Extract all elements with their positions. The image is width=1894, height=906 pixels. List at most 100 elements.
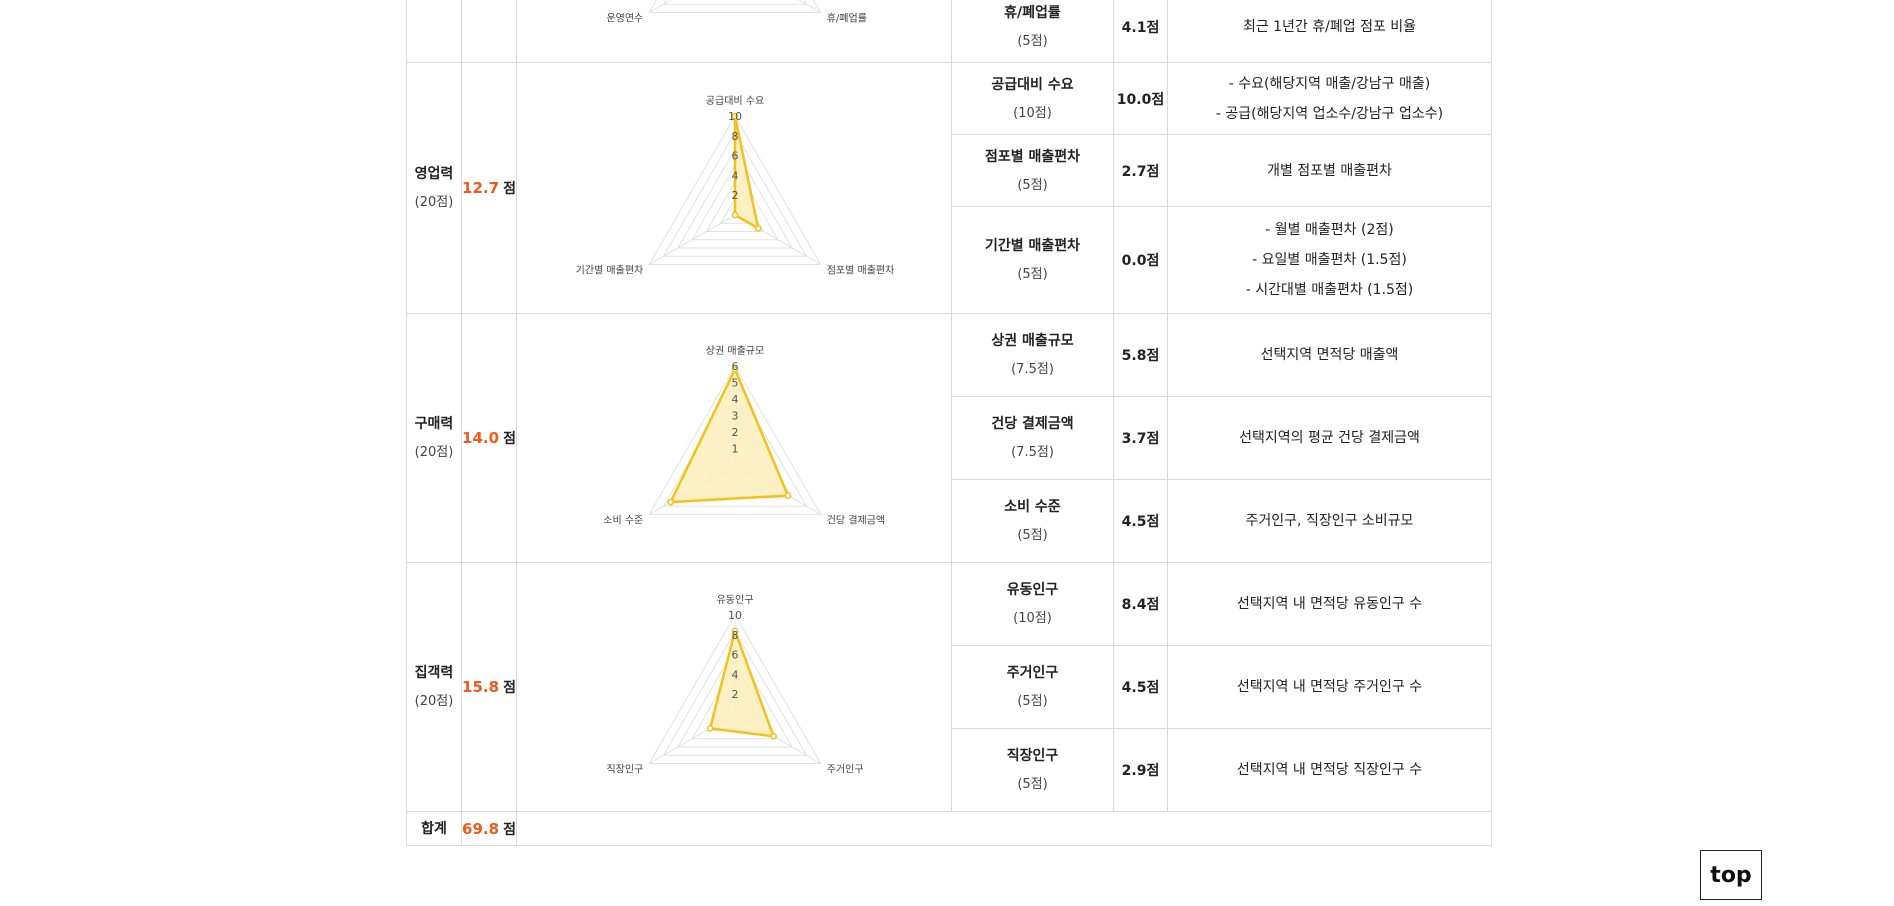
radar-axis-label: 기간별 매출편차 xyxy=(576,265,644,277)
radar-tick-label: 8 xyxy=(732,629,739,642)
item-name-cell: 기간별 매출편차 (5점) xyxy=(951,206,1114,314)
total-label: 합계 xyxy=(406,811,462,846)
score-row: 기간별 매출편차 (5점) 0.0점 - 월별 매출편차 (2점) - 요일별 매출편차… xyxy=(407,206,1492,314)
item-score: 8.4점 xyxy=(1113,562,1168,646)
item-description: 개별 점포별 매출편차 xyxy=(1167,134,1492,207)
radar-tick-label: 10 xyxy=(728,609,742,622)
radar-point xyxy=(706,725,714,732)
radar-grid-ring xyxy=(662,630,808,756)
radar-tick-label: 8 xyxy=(732,130,739,143)
radar-axis-label: 점포별 매출편차 xyxy=(827,265,895,277)
item-description-line: 선택지역 내 면적당 직장인구 수 xyxy=(1236,762,1423,778)
radar-point xyxy=(667,498,675,506)
item-name: 상권 매출규모 xyxy=(991,333,1074,349)
item-name-cell: 점포별 매출편차 (5점) xyxy=(951,134,1114,207)
radar-series-area xyxy=(708,626,776,738)
item-description-line: 개별 점포별 매출편차 xyxy=(1267,162,1392,179)
radar-point xyxy=(731,365,739,373)
score-row: 직장인구 (5점) 2.9점 선택지역 내 면적당 직장인구 수 xyxy=(407,728,1492,812)
radar-axis-label: 상권 매출규모 xyxy=(706,345,764,357)
category-score-unit: 점 xyxy=(503,181,516,197)
radar-tick-label: 2 xyxy=(732,189,739,202)
radar-axis-label: 휴/폐업률 xyxy=(827,12,867,25)
item-score: 2.9점 xyxy=(1113,728,1168,812)
item-max: (7.5점) xyxy=(1011,362,1054,377)
radar-grid-ring xyxy=(648,114,822,265)
radar-tick-label: 1 xyxy=(732,443,739,456)
scroll-top-button[interactable]: top xyxy=(1700,850,1762,900)
item-max: (10점) xyxy=(1013,611,1052,626)
item-description: 선택지역의 평균 건당 결제금액 xyxy=(1167,396,1492,480)
radar-grid-ring xyxy=(691,164,779,241)
item-name: 휴/폐업률 xyxy=(1004,4,1061,21)
item-name: 유동인구 xyxy=(1006,582,1059,598)
item-name: 점포별 매출편차 xyxy=(984,148,1081,165)
item-name-cell: 휴/폐업률 (5점) xyxy=(951,0,1114,63)
score-row: 주거인구 (5점) 4.5점 선택지역 내 면적당 주거인구 수 xyxy=(407,645,1492,729)
category-max: (20점) xyxy=(414,445,454,460)
radar-cell: 2 4 6 8 10 유동인구 주거인구 직장인구 xyxy=(516,562,952,812)
item-max: (10점) xyxy=(1013,105,1052,121)
radar-grid-ring xyxy=(676,647,794,748)
category-score-cell: 12.7 점 xyxy=(461,62,517,314)
category-score-unit: 점 xyxy=(503,680,516,696)
category-name: 영업력 xyxy=(414,166,454,182)
radar-axis-line xyxy=(798,0,821,13)
radar-axis-label: 주거인구 xyxy=(827,764,864,776)
radar-axis-label: 직장인구 xyxy=(606,764,643,776)
table-body: 휴/폐업률 운영연수 휴/폐업률 (5점) 4.1점 최근 1년간 휴/폐업 점포 비율 영… xyxy=(406,0,1492,812)
category-cell: 집객력 (20점) xyxy=(406,562,462,812)
radar-point xyxy=(770,732,777,740)
item-name-cell: 직장인구 (5점) xyxy=(951,728,1114,812)
item-description: - 월별 매출편차 (2점) - 요일별 매출편차 (1.5점) - 시간대별 매출… xyxy=(1167,206,1492,314)
item-description: 선택지역 내 면적당 주거인구 수 xyxy=(1167,645,1492,729)
radar-grid-ring xyxy=(676,148,794,249)
category-score: 15.8 xyxy=(462,678,500,696)
radar-tick-label: 4 xyxy=(732,668,739,681)
radar-point xyxy=(731,112,739,120)
total-score-value: 69.8 xyxy=(462,819,500,838)
category-cell: 구매력 (20점) xyxy=(406,313,462,563)
radar-series-area xyxy=(668,366,790,504)
category-max: (20점) xyxy=(414,694,454,709)
item-name: 소비 수준 xyxy=(1004,499,1061,515)
item-description-line: 주거인구, 직장인구 소비규모 xyxy=(1245,513,1414,529)
category-score: 14.0 xyxy=(462,429,500,447)
item-description-line: - 수요(해당지역 매출/강남구 매출) xyxy=(1228,75,1431,92)
radar-grid-ring xyxy=(648,0,822,13)
category-score-unit: 점 xyxy=(503,431,516,447)
category-score-cell xyxy=(461,0,517,63)
item-max: (5점) xyxy=(1017,177,1048,193)
score-row: 점포별 매출편차 (5점) 2.7점 개별 점포별 매출편차 xyxy=(407,134,1492,207)
radar-point xyxy=(784,492,792,499)
item-max: (5점) xyxy=(1017,694,1048,709)
radar-tick-label: 6 xyxy=(732,649,739,662)
radar-tick-label: 6 xyxy=(732,150,739,163)
category-cell xyxy=(406,0,462,63)
radar-axis-label: 건당 결제금액 xyxy=(827,515,885,527)
item-description: 주거인구, 직장인구 소비규모 xyxy=(1167,479,1492,563)
radar-axis-label: 소비 수준 xyxy=(603,515,643,527)
item-score: 2.7점 xyxy=(1113,134,1168,207)
item-description: 선택지역 내 면적당 유동인구 수 xyxy=(1167,562,1492,646)
radar-axis-line xyxy=(649,214,736,265)
item-name-cell: 상권 매출규모 (7.5점) xyxy=(951,313,1114,397)
item-description-line: 선택지역의 평균 건당 결제금액 xyxy=(1239,430,1420,446)
item-name: 주거인구 xyxy=(1006,665,1059,681)
item-description-line: 최근 1년간 휴/폐업 점포 비율 xyxy=(1242,18,1417,35)
radar-grid-ring xyxy=(662,0,808,5)
score-row: 영업력 (20점) 12.7 점 2 4 6 8 10 공급대비 수요 점포별 매출편차 기간별 매출… xyxy=(406,62,1492,314)
radar-axis-label: 운영연수 xyxy=(606,13,643,25)
score-row: 건당 결제금액 (7.5점) 3.7점 선택지역의 평균 건당 결제금액 xyxy=(407,396,1492,480)
item-name: 공급대비 수요 xyxy=(991,76,1074,93)
item-description: 최근 1년간 휴/폐업 점포 비율 xyxy=(1167,0,1492,63)
score-row: 소비 수준 (5점) 4.5점 주거인구, 직장인구 소비규모 xyxy=(407,479,1492,563)
radar-cell: 휴/폐업률 운영연수 xyxy=(516,0,952,63)
item-score: 4.5점 xyxy=(1113,645,1168,729)
item-name: 기간별 매출편차 xyxy=(984,238,1081,254)
item-score: 4.1점 xyxy=(1113,0,1168,63)
category-score-cell: 14.0 점 xyxy=(461,313,517,563)
item-max: (5점) xyxy=(1017,267,1048,282)
